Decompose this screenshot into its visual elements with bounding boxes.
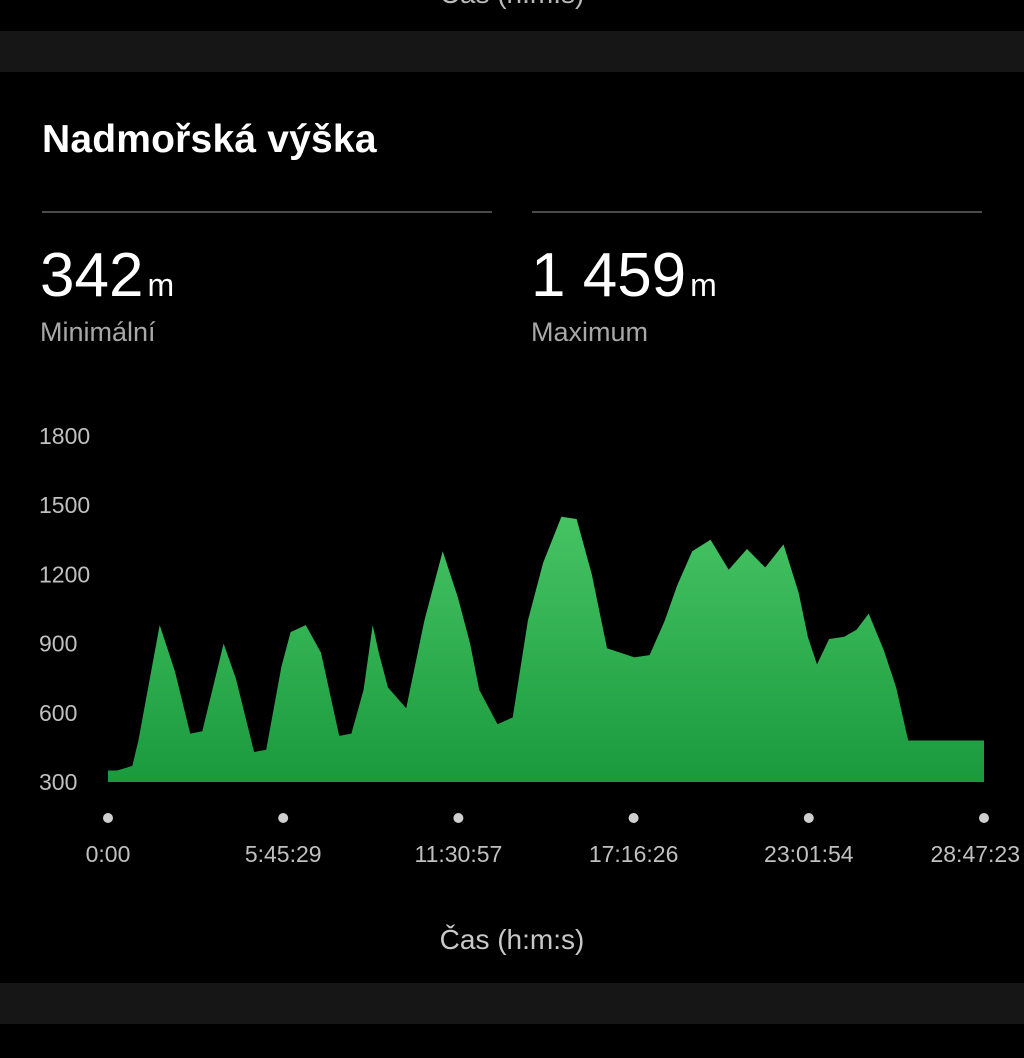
min-elevation-unit: m xyxy=(147,267,175,303)
x-tick-label: 5:45:29 xyxy=(245,841,322,867)
y-tick-label: 1800 xyxy=(39,423,90,449)
x-tick-dot xyxy=(979,813,989,823)
x-tick-dot xyxy=(803,813,814,823)
divider-min xyxy=(42,211,492,213)
x-tick-label: 28:47:23 xyxy=(930,841,1020,867)
y-tick-label: 900 xyxy=(39,631,77,657)
x-tick-label: 17:16:26 xyxy=(589,841,679,867)
x-axis-label: Čas (h:m:s) xyxy=(439,924,585,955)
min-elevation-label: Minimální xyxy=(40,317,156,347)
y-tick-label: 600 xyxy=(39,700,77,726)
section-separator-bottom xyxy=(0,983,1024,1024)
x-tick-label: 23:01:54 xyxy=(764,841,854,867)
max-elevation-stat: 1 459 m Maximum xyxy=(531,240,717,348)
x-tick-label: 0:00 xyxy=(86,841,131,867)
card-title: Nadmořská výška xyxy=(42,118,377,161)
x-tick-dot xyxy=(103,813,113,823)
y-tick-label: 300 xyxy=(39,769,77,795)
x-tick-label: 11:30:57 xyxy=(414,841,502,867)
x-tick-dot xyxy=(453,813,464,823)
elevation-area xyxy=(108,516,984,782)
max-elevation-value: 1 459 xyxy=(531,241,687,310)
x-tick-dot xyxy=(278,813,289,823)
previous-chart-x-axis-label: Čas (h:m:s) xyxy=(0,0,1024,10)
min-elevation-value: 342 xyxy=(40,241,144,310)
y-tick-label: 1500 xyxy=(39,492,90,518)
y-tick-label: 1200 xyxy=(39,561,90,587)
max-elevation-unit: m xyxy=(690,267,717,303)
min-elevation-stat: 342 m Minimální xyxy=(40,240,174,348)
max-elevation-label: Maximum xyxy=(531,317,649,347)
divider-max xyxy=(532,211,982,213)
x-tick-dot xyxy=(628,813,639,823)
section-separator-top xyxy=(0,31,1024,72)
